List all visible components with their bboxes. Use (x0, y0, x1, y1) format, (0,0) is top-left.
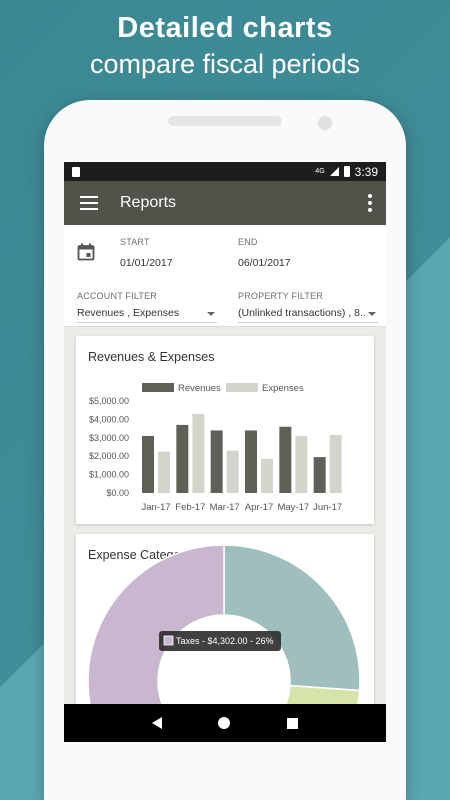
property-filter-select[interactable]: (Unlinked transactions) , 8... (238, 307, 366, 319)
phone-camera (318, 116, 332, 130)
y-tick-label: $3,000.00 (89, 433, 129, 443)
end-date-field[interactable]: 06/01/2017 (238, 257, 291, 269)
expense-category-card: Expense Category Taxes - $4,302.00 - 26% (76, 534, 374, 734)
signal-icon (329, 167, 339, 176)
app-bar: Reports (64, 181, 386, 225)
y-tick-label: $5,000.00 (89, 396, 129, 406)
hamburger-icon[interactable] (80, 196, 98, 210)
bar-expenses-feb-17[interactable] (192, 413, 205, 493)
y-tick-label: $1,000.00 (89, 470, 129, 480)
network-type: 4G (315, 168, 325, 175)
y-tick-label: $4,000.00 (89, 414, 129, 424)
chart-tooltip: Taxes - $4,302.00 - 26% (159, 631, 281, 651)
legend-label-expenses: Expenses (262, 383, 304, 394)
bar-expenses-may-17[interactable] (295, 435, 308, 493)
property-filter-label: PROPERTY FILTER (238, 291, 324, 301)
x-tick-label: May-17 (277, 502, 309, 513)
start-date-label: START (120, 237, 150, 247)
account-filter-label: ACCOUNT FILTER (77, 291, 157, 301)
bar-expenses-apr-17[interactable] (261, 458, 273, 493)
donut-slice-taxes[interactable] (223, 544, 361, 692)
bar-expenses-jan-17[interactable] (158, 451, 170, 493)
bar-revenues-mar-17[interactable] (210, 430, 223, 493)
bar-chart: Revenues Expenses $0.00 $1,000.00 $2,000.00 $… (89, 383, 342, 513)
end-date-label: END (238, 237, 258, 247)
x-tick-label: Jan-17 (141, 502, 170, 513)
phone-speaker (168, 116, 282, 126)
x-tick-label: Jun-17 (313, 502, 342, 513)
x-tick-label: Feb-17 (175, 502, 205, 513)
battery-icon (343, 166, 350, 177)
phone-screen: 4G 3:39 Reports START 01/01/2017 END 06/… (64, 162, 386, 742)
bar-revenues-feb-17[interactable] (176, 424, 189, 493)
bar-expenses-jun-17[interactable] (329, 435, 342, 493)
home-icon[interactable] (218, 717, 231, 729)
bar-revenues-jun-17[interactable] (313, 457, 326, 493)
card-title: Revenues & Expenses (88, 350, 215, 364)
promo-banner: Detailed charts compare fiscal periods (0, 12, 450, 80)
tooltip-swatch (163, 635, 174, 646)
legend-label-revenues: Revenues (178, 383, 221, 394)
promo-headline: Detailed charts (117, 12, 333, 44)
start-date-field[interactable]: 01/01/2017 (120, 257, 173, 269)
more-vert-icon[interactable] (368, 194, 372, 212)
account-filter-select[interactable]: Revenues , Expenses (77, 307, 180, 319)
notification-icon (72, 166, 80, 177)
y-tick-label: $2,000.00 (89, 451, 129, 461)
bar-revenues-may-17[interactable] (279, 426, 292, 493)
page-title: Reports (120, 194, 177, 211)
property-dropdown-icon[interactable] (368, 312, 376, 316)
account-dropdown-icon[interactable] (207, 312, 215, 316)
legend-swatch-expenses (226, 383, 258, 392)
chart-legend: Revenues Expenses (142, 383, 304, 394)
calendar-icon[interactable] (77, 243, 95, 261)
promo-subheadline: compare fiscal periods (89, 49, 361, 79)
clock: 3:39 (354, 164, 378, 179)
legend-swatch-revenues (142, 383, 174, 392)
y-tick-label: $0.00 (106, 488, 129, 498)
tooltip-label: Taxes - $4,302.00 - 26% (176, 636, 274, 646)
status-bar: 4G 3:39 (64, 162, 386, 181)
donut-chart: Taxes - $4,302.00 - 26% (87, 544, 361, 734)
bar-revenues-apr-17[interactable] (245, 430, 257, 493)
filter-panel: START 01/01/2017 END 06/01/2017 ACCOUNT … (64, 225, 386, 327)
tooltip-bg (159, 631, 281, 651)
revenues-expenses-card: Revenues & Expenses Revenues Expenses $0.0… (76, 336, 374, 524)
system-nav-bar (64, 704, 386, 742)
back-icon[interactable] (152, 717, 163, 729)
bar-expenses-mar-17[interactable] (226, 450, 239, 493)
x-tick-label: Mar-17 (210, 502, 240, 513)
x-tick-label: Apr-17 (245, 502, 274, 513)
bar-revenues-jan-17[interactable] (142, 435, 154, 493)
recents-icon[interactable] (286, 717, 298, 729)
account-underline (77, 322, 217, 323)
property-underline (238, 322, 378, 323)
